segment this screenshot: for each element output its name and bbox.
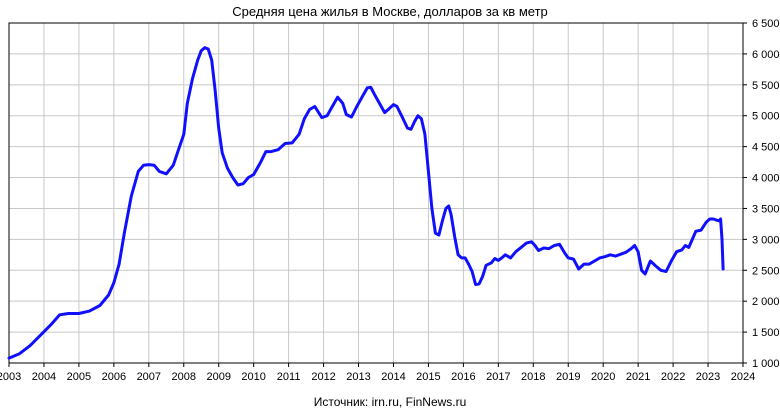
x-tick-label: 2010 [241, 371, 265, 383]
x-tick-label: 2012 [311, 371, 335, 383]
x-tick-label: 2006 [102, 371, 126, 383]
y-tick-label: 6 000 [752, 49, 780, 61]
x-tick-label: 2024 [731, 371, 755, 383]
x-tick-label: 2004 [32, 371, 56, 383]
price-series-line [7, 46, 725, 360]
x-tick-label: 2014 [381, 371, 405, 383]
x-tick-label: 2003 [0, 371, 21, 383]
y-tick-label: 3 000 [752, 234, 780, 246]
plot-area-border [8, 22, 744, 364]
y-tick-label: 2 000 [752, 296, 780, 308]
grid [8, 22, 744, 364]
x-tick-label: 2019 [556, 371, 580, 383]
x-tick-label: 2020 [591, 371, 615, 383]
x-tick-label: 2022 [661, 371, 685, 383]
x-tick-label: 2007 [137, 371, 161, 383]
x-tick-label: 2009 [206, 371, 230, 383]
x-tick-label: 2023 [696, 371, 720, 383]
y-tick-label: 5 000 [752, 111, 780, 123]
x-tick-label: 2008 [172, 371, 196, 383]
chart-source: Источник: irn.ru, FinNews.ru [313, 395, 467, 409]
x-tick-label: 2005 [67, 371, 91, 383]
y-tick-label: 4 000 [752, 173, 780, 185]
y-tick-label: 2 500 [752, 265, 780, 277]
chart-title: Средняя цена жилья в Москве, долларов за… [232, 4, 548, 19]
x-tick-label: 2016 [451, 371, 475, 383]
series-layer [7, 46, 725, 360]
x-tick-label: 2017 [486, 371, 510, 383]
x-tick-label: 2021 [626, 371, 650, 383]
x-tick-label: 2015 [416, 371, 440, 383]
y-tick-label: 1 000 [752, 358, 780, 370]
y-axis-ticks: 1 000 1 500 2 000 2 500 3 000 3 500 4 000 4 500… [743, 18, 780, 370]
y-tick-label: 4 500 [752, 142, 780, 154]
y-tick-label: 6 500 [752, 18, 780, 30]
x-axis-ticks: 2003 2004 2005 2006 2007 2008 2009 2010 2011 2012… [0, 363, 755, 383]
x-tick-label: 2018 [521, 371, 545, 383]
y-tick-label: 1 500 [752, 327, 780, 339]
x-tick-label: 2013 [346, 371, 370, 383]
y-tick-label: 3 500 [752, 203, 780, 215]
y-tick-label: 5 500 [752, 80, 780, 92]
x-tick-label: 2011 [277, 371, 301, 383]
